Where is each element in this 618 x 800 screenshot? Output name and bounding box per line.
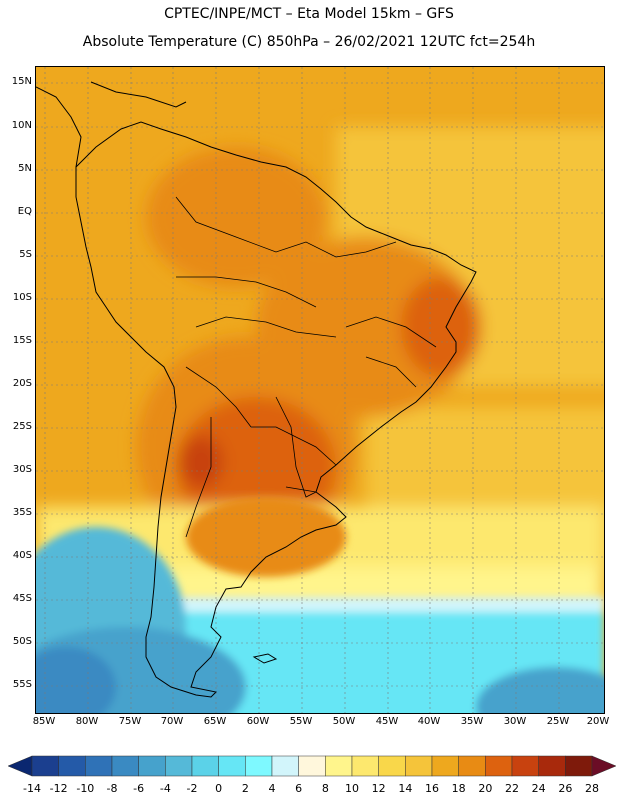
colorbar-label: 14 xyxy=(398,782,413,795)
colorbar-swatch xyxy=(271,755,299,777)
lon-label: 35W xyxy=(460,716,484,727)
colorbar-label: 16 xyxy=(425,782,439,795)
falklands-coastline xyxy=(252,653,278,664)
lon-label: 80W xyxy=(75,716,99,727)
colorbar xyxy=(8,755,616,777)
lon-label: 75W xyxy=(118,716,142,727)
lon-label: 85W xyxy=(32,716,56,727)
colorbar-swatch xyxy=(565,755,593,777)
lon-label: 55W xyxy=(289,716,313,727)
colorbar-label: 12 xyxy=(371,782,386,795)
colorbar-swatch xyxy=(351,755,379,777)
warm-24-northeast xyxy=(401,277,481,377)
lat-label: 30S xyxy=(12,464,32,475)
colorbar-swatch xyxy=(485,755,513,777)
colorbar-label: 24 xyxy=(531,782,546,795)
map-title-line1: CPTEC/INPE/MCT – Eta Model 15km – GFS xyxy=(164,6,454,22)
colorbar-label: 20 xyxy=(478,782,493,795)
temperature-field xyxy=(36,67,604,713)
lon-label: 70W xyxy=(160,716,184,727)
lon-label: 60W xyxy=(246,716,270,727)
colorbar-swatch xyxy=(431,755,459,777)
colorbar-swatch xyxy=(31,755,59,777)
colorbar-label: 2 xyxy=(241,782,249,795)
colorbar-label: 18 xyxy=(451,782,466,795)
country-borders xyxy=(175,196,437,538)
temperature-map xyxy=(35,66,605,714)
colorbar-swatch xyxy=(325,755,353,777)
colorbar-label: 10 xyxy=(345,782,359,795)
colorbar-label: 8 xyxy=(321,782,329,795)
lat-label: 20S xyxy=(12,378,32,389)
colorbar-label: -14 xyxy=(23,782,41,795)
colorbar-swatch xyxy=(58,755,86,777)
lon-label: 20W xyxy=(586,716,610,727)
lat-label: 45S xyxy=(12,593,32,604)
colorbar-swatch xyxy=(245,755,273,777)
lon-label: 45W xyxy=(375,716,399,727)
cold-core-southwest xyxy=(36,647,116,713)
colorbar-label: -12 xyxy=(49,782,68,795)
lon-label: 65W xyxy=(203,716,227,727)
lat-label: 10S xyxy=(12,292,32,303)
colorbar-label: 6 xyxy=(295,782,303,795)
central-america-coastline xyxy=(36,81,187,168)
warm-26-hotspot xyxy=(179,436,223,488)
colorbar-label: -8 xyxy=(106,782,118,795)
lat-label: 15S xyxy=(12,335,32,346)
colorbar-swatch xyxy=(191,755,219,777)
map-title-line2: Absolute Temperature (C) 850hPa – 26/02/… xyxy=(82,34,536,50)
colorbar-swatch xyxy=(538,755,566,777)
colorbar-swatch xyxy=(511,755,539,777)
lat-label: 10N xyxy=(11,120,32,131)
colorbar-swatch xyxy=(85,755,113,777)
lon-label: 40W xyxy=(417,716,441,727)
colorbar-swatch xyxy=(405,755,433,777)
lat-label: EQ xyxy=(17,206,32,217)
warm-land-argentina xyxy=(186,497,346,577)
colorbar-label: 0 xyxy=(215,782,223,795)
warm-22-north xyxy=(146,147,326,287)
colorbar-swatch xyxy=(298,755,326,777)
colorbar-over-arrow xyxy=(591,755,616,777)
lon-label: 30W xyxy=(503,716,527,727)
colorbar-swatch xyxy=(378,755,406,777)
lon-label: 25W xyxy=(546,716,570,727)
lat-label: 50S xyxy=(12,636,32,647)
lat-label: 35S xyxy=(12,507,32,518)
lon-label: 50W xyxy=(332,716,356,727)
colorbar-label: 26 xyxy=(558,782,573,795)
colorbar-swatch xyxy=(138,755,166,777)
south-america-coastline xyxy=(75,121,477,698)
colorbar-swatch xyxy=(218,755,246,777)
colorbar-swatch xyxy=(165,755,193,777)
colorbar-swatch xyxy=(458,755,486,777)
colorbar-label: -10 xyxy=(76,782,95,795)
lat-label: 55S xyxy=(12,679,32,690)
colorbar-label: 22 xyxy=(505,782,519,795)
lat-label: 40S xyxy=(12,550,32,561)
lat-label: 5N xyxy=(18,163,32,174)
lat-label: 15N xyxy=(11,76,32,87)
colorbar-label: -2 xyxy=(186,782,198,795)
colorbar-label: -4 xyxy=(159,782,171,795)
cold-southeast xyxy=(476,667,604,713)
lat-label: 5S xyxy=(19,249,32,260)
colorbar-under-arrow xyxy=(8,755,33,777)
lat-label: 25S xyxy=(12,421,32,432)
colorbar-swatch xyxy=(111,755,139,777)
colorbar-label: 28 xyxy=(585,782,599,795)
colorbar-label: -6 xyxy=(133,782,145,795)
colorbar-label: 4 xyxy=(268,782,276,795)
